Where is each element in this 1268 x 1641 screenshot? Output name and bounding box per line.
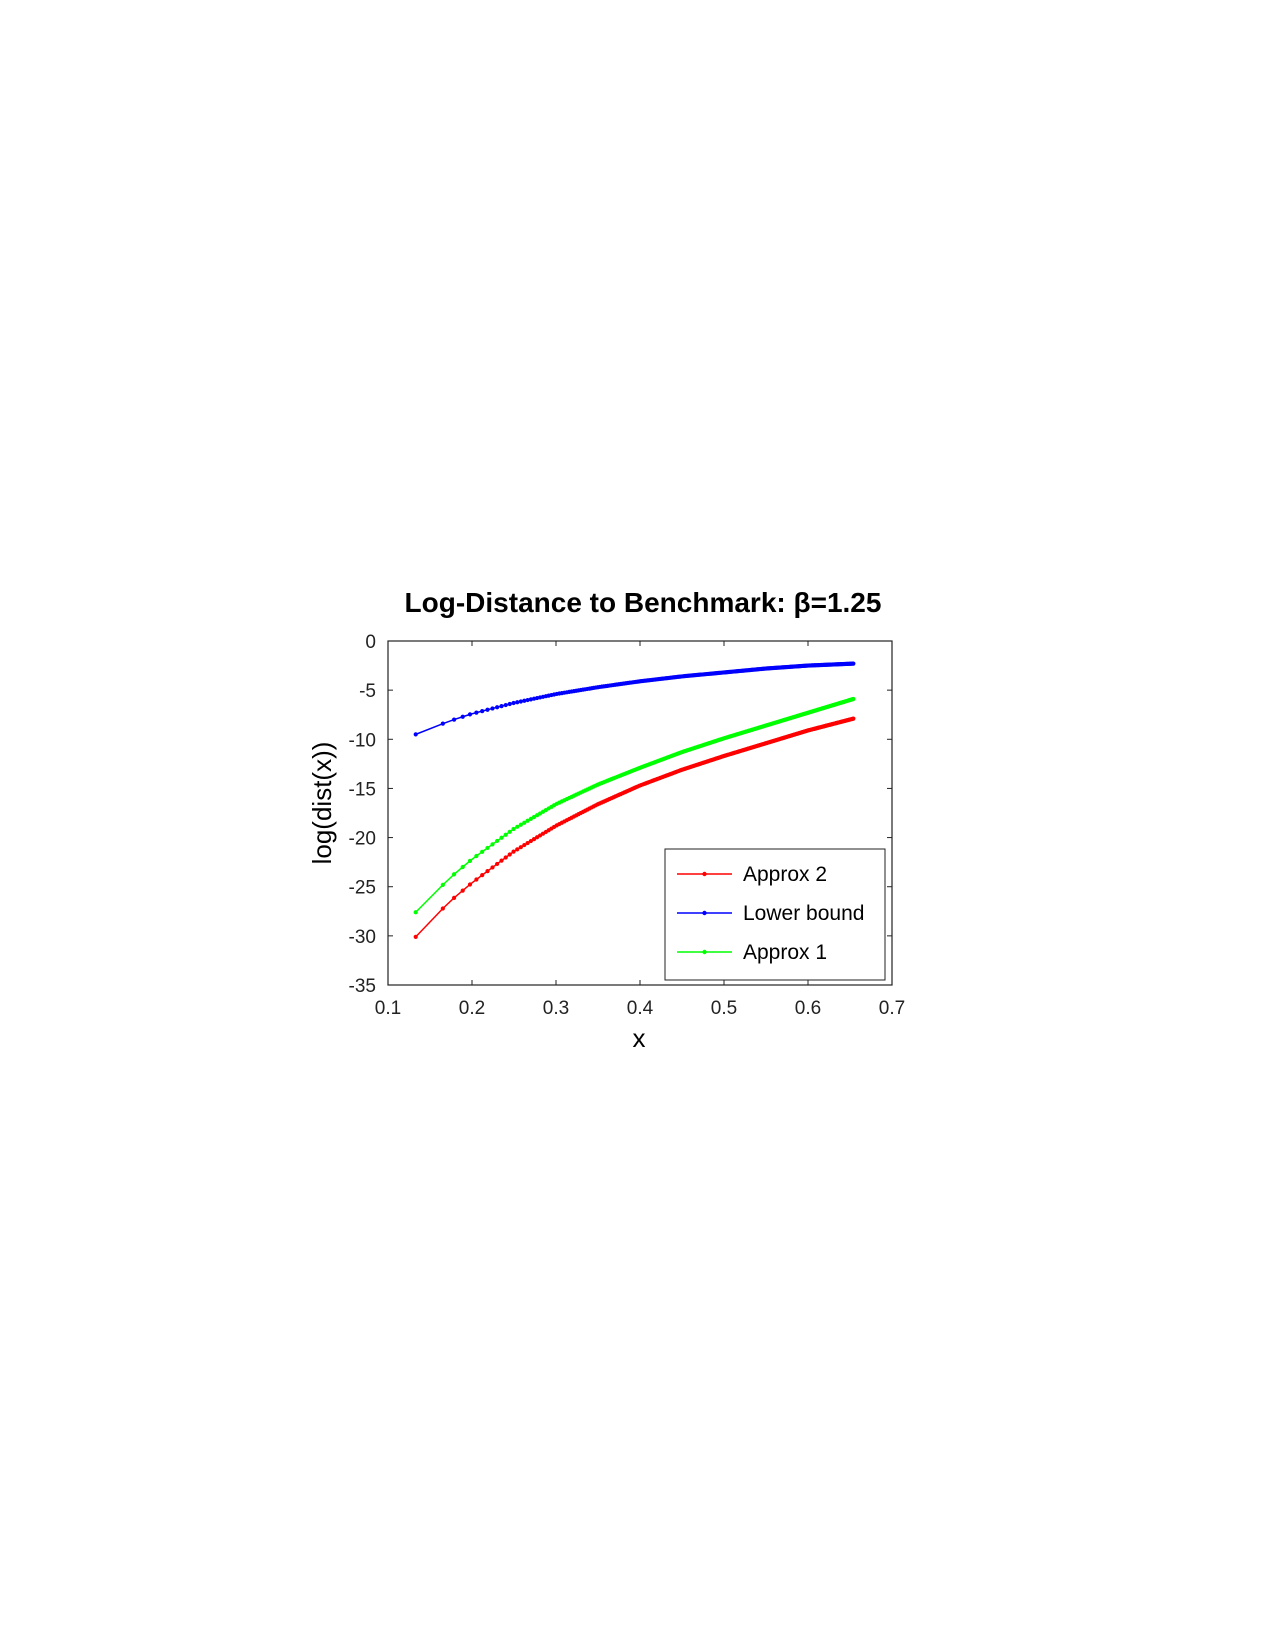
legend-label: Approx 2 [743,863,827,886]
data-point [503,855,508,860]
data-point [440,721,445,726]
data-point [507,852,512,857]
legend-item: Lower bound [677,902,864,925]
legend-swatch-marker [702,949,707,955]
data-point [507,829,512,834]
data-point [440,882,445,887]
data-point [525,840,530,846]
data-point [522,698,527,703]
data-point [503,832,508,837]
data-point [535,835,540,840]
data-point [490,842,495,847]
data-point [525,697,530,703]
legend-item: Approx 1 [677,941,827,964]
data-point [518,845,523,850]
data-point [460,888,465,893]
data-point [531,837,537,842]
data-point [531,814,537,820]
data-point [474,877,479,882]
x-axis-label: x [633,1023,646,1053]
data-point [511,849,516,854]
legend-item: Approx 2 [677,863,827,886]
data-point [525,818,530,823]
data-point [413,934,418,939]
data-point [851,716,856,721]
data-point [467,858,473,863]
series-layer [413,661,856,939]
x-tick-label: 0.7 [879,998,905,1019]
data-point [474,853,479,859]
x-tick-label: 0.4 [627,998,654,1019]
data-point [467,882,473,887]
data-point [499,704,504,709]
data-point [485,869,490,874]
y-axis-label: log(dist(x)) [307,742,337,865]
data-point [515,847,520,852]
data-point [480,709,485,714]
data-point [495,838,500,844]
data-point [503,702,508,708]
y-tick-label: -20 [349,829,376,850]
data-point [452,717,457,722]
data-point [851,661,856,666]
data-point [851,696,856,702]
data-point [490,865,495,870]
x-tick-label: 0.5 [711,998,737,1019]
data-point [511,700,516,706]
chart-title: Log-Distance to Benchmark: β=1.25 [405,587,882,618]
data-point [522,842,527,848]
data-point [507,701,512,707]
axis-layer: 0.1 0.2 0.3 0.4 0.5 0.6 0.7 0 -5 -10 -15 -20 -25 -30 -… [349,632,906,1019]
data-point [518,822,523,827]
data-point [495,861,500,867]
series-lower-bound [413,661,856,737]
legend: Approx 2 Lower bound Approx 1 [664,848,886,981]
data-point [495,705,500,710]
y-tick-label: -25 [349,878,376,899]
data-point [460,864,465,870]
legend-swatch-marker [702,871,707,877]
legend-box [664,848,886,981]
data-point [440,906,445,911]
data-point [499,835,504,840]
data-point [518,699,523,704]
data-point [485,845,490,851]
data-point [452,872,457,877]
y-tick-label: -5 [359,681,376,702]
data-point [490,706,495,711]
y-tick-label: -15 [349,779,376,800]
series-approx-1 [413,696,856,915]
y-tick-label: -30 [349,927,376,948]
data-point [413,910,418,915]
y-tick-label: -10 [349,730,376,751]
x-tick-label: 0.2 [459,998,485,1019]
x-tick-label: 0.1 [375,998,401,1019]
data-point [515,700,520,705]
y-tick-label: 0 [365,632,376,653]
x-tick-label: 0.3 [543,998,569,1019]
data-point [528,838,533,844]
series-approx-2 [413,716,856,939]
y-tick-label: -35 [349,976,376,997]
legend-swatch-marker [702,910,707,916]
data-point [474,710,479,715]
data-point [480,849,485,854]
legend-label: Lower bound [743,902,864,925]
data-point [528,816,533,821]
data-point [485,707,490,712]
data-point [480,873,485,878]
data-point [528,697,533,702]
data-point [515,824,520,829]
data-point [522,820,527,825]
data-point [511,826,516,832]
x-tick-label: 0.6 [795,998,821,1019]
legend-label: Approx 1 [743,941,827,964]
data-point [499,858,504,863]
data-point [467,712,473,717]
data-point [460,714,465,719]
data-point [452,895,457,900]
data-point [413,732,418,737]
